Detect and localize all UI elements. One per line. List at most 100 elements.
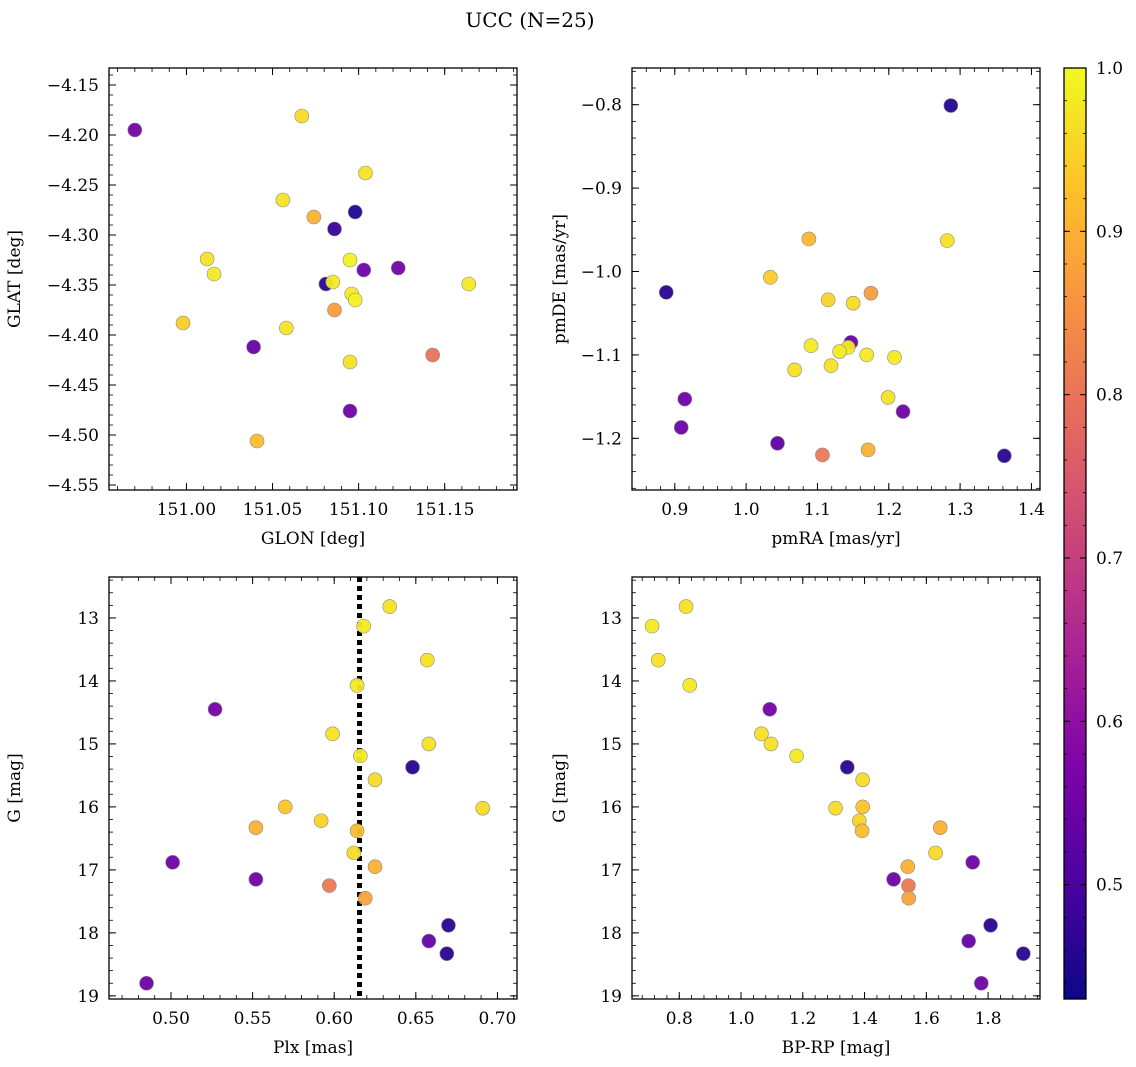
colorbar-tick-label: 0.6: [1096, 712, 1123, 732]
scatter-point: [306, 209, 322, 225]
x-tick-label: 1.2: [789, 1009, 816, 1029]
scatter-point: [789, 748, 804, 764]
y-axis-label: GLAT [deg]: [5, 230, 25, 328]
x-tick-label: 0.8: [666, 1009, 693, 1029]
scatter-point: [439, 946, 455, 961]
y-tick-label: −4.20: [47, 126, 99, 146]
scatter-point: [279, 320, 294, 336]
scatter-point: [762, 701, 778, 717]
panel-glon-glat: 151.00 151.05 151.10 151.15 −4.15 −4.20 −4.25 −…: [5, 67, 518, 549]
axes-frame: [108, 67, 518, 491]
scatter-point: [327, 221, 342, 237]
scatter-point: [828, 800, 843, 816]
scatter-point: [763, 270, 778, 285]
scatter-point: [965, 855, 980, 870]
scatter-point: [277, 799, 293, 815]
scatter-point: [175, 315, 191, 331]
y-tick-label: −0.8: [581, 96, 622, 116]
scatter-point: [832, 344, 847, 359]
scatter-point: [207, 701, 223, 717]
scatter-point: [928, 845, 943, 861]
y-tick-label: 18: [600, 924, 622, 944]
scatter-point: [845, 295, 861, 311]
scatter-point: [677, 391, 693, 407]
y-axis-label: G [mag]: [550, 753, 570, 822]
scatter-point: [347, 292, 363, 308]
panels: 151.00 151.05 151.10 151.15 −4.15 −4.20 −4.25 −…: [5, 67, 1045, 1058]
scatter-point: [356, 618, 371, 634]
scatter-point: [820, 292, 836, 308]
scatter-point: [939, 233, 955, 248]
colorbar-tick-label: 0.8: [1096, 386, 1123, 406]
scatter-point: [349, 823, 365, 839]
scatter-point: [206, 266, 222, 282]
scatter-point: [382, 599, 398, 614]
scatter-point: [803, 338, 819, 354]
scatter-point: [353, 748, 368, 764]
x-tick-label: 151.15: [415, 500, 474, 520]
scatter-point: [347, 204, 363, 220]
scatter-point: [357, 890, 373, 906]
y-tick-label: −1.0: [581, 262, 622, 282]
scatter-point: [139, 975, 154, 991]
x-tick-label: 151.00: [157, 500, 216, 520]
x-tick-label: 0.50: [152, 1009, 190, 1029]
scatter-point: [823, 358, 839, 374]
scatter-point: [325, 726, 340, 742]
y-tick-label: −4.25: [47, 176, 99, 196]
x-tick-label: 1.6: [913, 1009, 940, 1029]
scatter-point: [294, 108, 310, 124]
scatter-point: [405, 759, 420, 775]
x-tick-label: 151.10: [329, 500, 388, 520]
scatter-point: [342, 354, 358, 370]
scatter-point: [313, 813, 329, 829]
scatter-point: [349, 678, 365, 693]
scatter-point: [356, 262, 372, 278]
y-tick-label: −1.2: [581, 429, 622, 449]
y-tick-label: −4.40: [47, 326, 99, 346]
scatter-point: [342, 252, 358, 268]
scatter-point: [425, 347, 440, 363]
scatter-point: [650, 652, 666, 668]
scatter-point: [974, 975, 989, 991]
axes-frame: [631, 67, 1041, 491]
y-tick-label: −4.45: [47, 376, 99, 396]
scatter-point: [983, 918, 998, 933]
y-tick-label: 18: [77, 924, 99, 944]
scatter-point: [943, 98, 959, 113]
scatter-point: [322, 878, 337, 893]
scatter-point: [901, 878, 916, 893]
scatter-point: [855, 799, 871, 815]
panel-bprp-g: 0.8 1.0 1.2 1.4 1.6 1.8 13 14 15 16 17 18 19 BP-RP [m…: [550, 576, 1041, 1058]
axes-frame: [108, 576, 518, 1000]
scatter-point: [860, 442, 876, 458]
x-axis-label: BP-RP [mag]: [782, 1038, 891, 1058]
scatter-point: [770, 435, 785, 451]
panel-plx-g: 0.50 0.55 0.60 0.65 0.70 13 14 15 16 17 18 19 Plx [m…: [5, 576, 518, 1058]
scatter-point: [419, 652, 435, 668]
scatter-point: [754, 726, 769, 742]
y-tick-label: 17: [600, 861, 622, 881]
scatter-point: [887, 350, 902, 365]
y-tick-label: 15: [77, 735, 99, 755]
scatter-point: [859, 347, 874, 363]
x-tick-label: 0.9: [661, 500, 688, 520]
colorbar-tick-label: 0.5: [1096, 876, 1123, 896]
scatter-point: [895, 404, 911, 419]
figure-title: UCC (N=25): [465, 8, 594, 32]
colorbar-tick-label: 1.0: [1096, 59, 1123, 79]
x-tick-label: 1.2: [875, 500, 902, 520]
x-tick-label: 151.05: [243, 500, 302, 520]
scatter-point: [246, 339, 261, 355]
y-tick-label: −4.30: [47, 226, 99, 246]
scatter-point: [673, 420, 689, 435]
y-tick-label: 19: [77, 987, 99, 1007]
scatter-point: [900, 859, 916, 875]
scatter-point: [815, 447, 830, 463]
scatter-point: [127, 122, 143, 138]
y-tick-label: −4.50: [47, 426, 99, 446]
scatter-point: [165, 855, 180, 870]
scatter-point: [682, 678, 698, 693]
x-tick-label: 1.0: [728, 1009, 755, 1029]
scatter-point: [658, 285, 674, 300]
